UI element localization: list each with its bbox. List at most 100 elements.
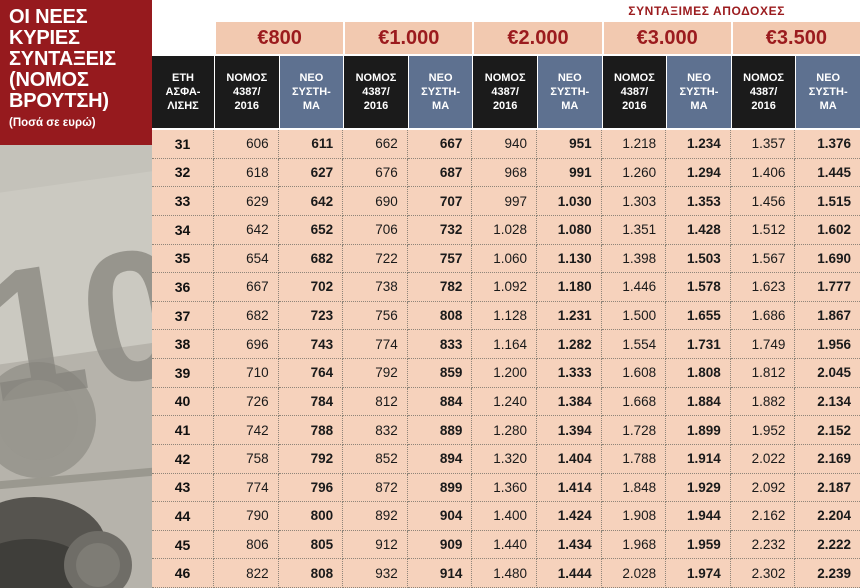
law-value-cell: 1.164 [472, 330, 537, 359]
left-panel: ΟΙ ΝΕΕΣ ΚΥΡΙΕΣ ΣΥΝΤΑΞΕΙΣ (ΝΟΜΟΣ ΒΡΟΥΤΣΗ)… [0, 0, 152, 588]
new-system-value-cell: 889 [407, 416, 473, 445]
law-value-cell: 1.728 [601, 416, 667, 445]
band-row: €800 €1.000 €2.000 €3.000 €3.500 [152, 22, 860, 56]
years-cell: 34 [152, 215, 214, 245]
law-value-cell: 726 [214, 387, 279, 417]
years-cell: 31 [152, 130, 214, 159]
law-value-cell: 662 [343, 130, 408, 159]
new-system-value-cell: 1.690 [795, 245, 860, 274]
years-cell: 40 [152, 387, 214, 417]
new-system-value-cell: 1.030 [536, 187, 602, 216]
new-system-value-cell: 732 [407, 215, 473, 245]
new-system-value-cell: 1.445 [795, 159, 860, 188]
new-system-value-cell: 1.414 [536, 473, 602, 503]
new-system-value-cell: 743 [278, 330, 344, 359]
new-system-value-cell: 833 [407, 330, 473, 359]
law-value-cell: 852 [343, 444, 408, 474]
new-system-value-cell: 904 [407, 502, 473, 531]
law-value-cell: 758 [214, 444, 279, 474]
new-system-value-cell: 796 [278, 473, 344, 503]
law-value-cell: 1.128 [472, 301, 537, 331]
law-value-cell: 790 [214, 502, 279, 531]
new-system-value-cell: 2.239 [795, 559, 860, 588]
new-system-value-cell: 792 [278, 444, 344, 474]
new-system-value-cell: 1.867 [795, 302, 860, 331]
years-cell: 36 [152, 273, 214, 302]
law-value-cell: 1.788 [601, 444, 667, 474]
top-strip: ΣΥΝΤΑΞΙΜΕΣ ΑΠΟΔΟΧΕΣ [152, 0, 860, 22]
law-value-cell: 1.440 [472, 530, 537, 560]
law-value-cell: 706 [343, 215, 408, 245]
years-cell: 39 [152, 359, 214, 388]
law-value-cell: 1.908 [601, 502, 667, 531]
new-system-value-cell: 2.222 [795, 531, 860, 560]
table-panel: ΣΥΝΤΑΞΙΜΕΣ ΑΠΟΔΟΧΕΣ €800 €1.000 €2.000 €3.0… [152, 0, 860, 588]
law-value-cell: 1.554 [601, 330, 667, 359]
law-value-cell: 932 [343, 559, 408, 588]
new-system-value-cell: 884 [407, 387, 473, 417]
years-cell: 37 [152, 301, 214, 331]
law-value-cell: 690 [343, 187, 408, 216]
new-system-value-cell: 1.404 [536, 444, 602, 474]
law-value-cell: 1.240 [472, 387, 537, 417]
new-system-value-cell: 1.353 [666, 187, 731, 216]
law-value-cell: 1.952 [730, 416, 796, 445]
euro-money-photo: 10 [0, 145, 152, 588]
law-value-cell: 1.512 [730, 215, 796, 245]
law-value-cell: 1.200 [472, 359, 537, 388]
law-value-cell: 710 [214, 359, 279, 388]
new-system-value-cell: 682 [278, 244, 344, 274]
new-system-value-cell: 1.231 [536, 301, 602, 331]
new-system-value-cell: 1.333 [536, 359, 602, 388]
new-system-value-cell: 1.777 [795, 273, 860, 302]
units-note: (Ποσά σε ευρώ) [9, 117, 96, 129]
law-value-cell: 806 [214, 530, 279, 560]
law-value-cell: 774 [343, 330, 408, 359]
law-value-cell: 1.668 [601, 387, 667, 417]
law-value-cell: 1.848 [601, 473, 667, 503]
new-system-value-cell: 1.428 [666, 215, 731, 245]
page-title: ΟΙ ΝΕΕΣ ΚΥΡΙΕΣ ΣΥΝΤΑΞΕΙΣ (ΝΟΜΟΣ ΒΡΟΥΤΣΗ) [9, 6, 116, 112]
new-system-value-cell: 702 [278, 273, 344, 302]
new-system-value-cell: 1.234 [666, 130, 731, 159]
new-system-value-cell: 1.282 [536, 330, 602, 359]
law-value-cell: 1.357 [730, 130, 796, 159]
law-value-cell: 1.567 [730, 244, 796, 274]
new-system-value-cell: 894 [407, 444, 473, 474]
law-value-cell: 667 [214, 273, 279, 302]
law-value-cell: 1.968 [601, 530, 667, 560]
new-system-value-cell: 2.134 [795, 388, 860, 417]
law-value-cell: 832 [343, 416, 408, 445]
law-value-cell: 1.320 [472, 444, 537, 474]
years-cell: 35 [152, 244, 214, 274]
years-cell: 44 [152, 502, 214, 531]
new-system-value-cell: 707 [407, 187, 473, 216]
law-value-cell: 696 [214, 330, 279, 359]
new-system-value-cell: 611 [278, 130, 344, 159]
new-system-value-cell: 1.956 [795, 330, 860, 359]
new-system-column-header: ΝΕΟ ΣΥΣΤΗ- ΜΑ [407, 56, 473, 130]
group-header-label: ΣΥΝΤΑΞΙΜΕΣ ΑΠΟΔΟΧΕΣ [628, 4, 785, 18]
law-value-cell: 1.623 [730, 273, 796, 302]
years-cell: 45 [152, 530, 214, 560]
new-system-value-cell: 627 [278, 158, 344, 188]
law-value-cell: 1.351 [601, 215, 667, 245]
new-system-value-cell: 859 [407, 359, 473, 388]
salary-band-header: €2.000 [472, 22, 602, 56]
new-system-value-cell: 1.503 [666, 244, 731, 274]
law-value-cell: 1.446 [601, 273, 667, 302]
new-system-column-header: ΝΕΟ ΣΥΣΤΗ- ΜΑ [278, 56, 344, 130]
new-system-value-cell: 687 [407, 158, 473, 188]
new-system-column-header: ΝΕΟ ΣΥΣΤΗ- ΜΑ [666, 56, 731, 130]
new-system-value-cell: 1.180 [536, 273, 602, 302]
law-value-cell: 774 [214, 473, 279, 503]
new-system-value-cell: 2.045 [795, 359, 860, 388]
new-system-value-cell: 951 [536, 130, 602, 159]
new-system-value-cell: 1.130 [536, 244, 602, 274]
law-value-cell: 1.480 [472, 559, 537, 588]
years-cell: 46 [152, 559, 214, 588]
new-system-column-header: ΝΕΟ ΣΥΣΤΗ- ΜΑ [536, 56, 602, 130]
new-system-value-cell: 1.080 [536, 215, 602, 245]
new-system-value-cell: 805 [278, 530, 344, 560]
law-value-cell: 872 [343, 473, 408, 503]
